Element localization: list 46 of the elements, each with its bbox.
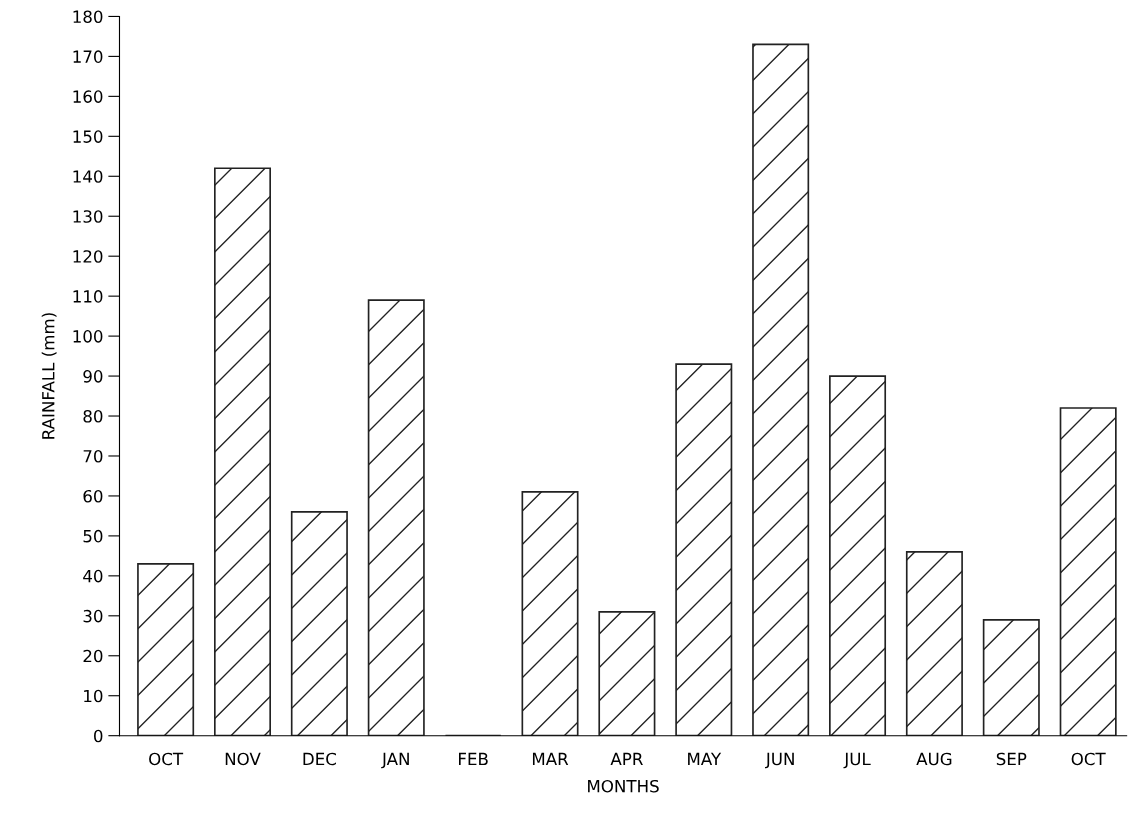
- x-axis-title: MONTHS: [588, 779, 659, 793]
- x-tick-label: FEB: [459, 752, 488, 766]
- bar: [905, 551, 963, 736]
- bar: [290, 511, 348, 736]
- y-tick-label: 150: [73, 130, 103, 143]
- y-tick-label: 70: [83, 449, 103, 463]
- y-tick-label: 80: [83, 409, 103, 423]
- x-tick-label: MAR: [532, 752, 569, 766]
- y-tick-label: 140: [73, 170, 103, 183]
- bar: [367, 299, 425, 736]
- y-axis-title: RAINFALL (mm): [41, 313, 57, 439]
- bar: [137, 563, 195, 736]
- x-tick-label: OCT: [149, 752, 184, 766]
- y-tick-label: 120: [73, 250, 103, 263]
- y-tick-label: 30: [83, 609, 103, 623]
- x-tick-label: AUG: [916, 752, 952, 766]
- bar: [752, 43, 810, 736]
- bar: [829, 375, 887, 736]
- y-tick-label: 50: [83, 529, 103, 543]
- bar: [598, 610, 656, 736]
- y-tick-label: 130: [73, 210, 103, 223]
- x-tick-label: SEP: [996, 752, 1027, 766]
- bar: [521, 491, 579, 736]
- y-tick-label: 90: [83, 370, 103, 383]
- x-tick-label: OCT: [1071, 752, 1106, 766]
- y-tick-label: 40: [83, 569, 103, 583]
- y-tick-label: 180: [73, 10, 103, 24]
- x-tick-label: JAN: [381, 752, 409, 769]
- bar: [213, 167, 272, 736]
- x-tick-label: JUL: [843, 752, 871, 769]
- x-tick-label: NOV: [225, 752, 261, 766]
- bar: [1059, 407, 1117, 736]
- y-tick-label: 160: [73, 90, 103, 103]
- y-tick-label: 110: [73, 290, 103, 303]
- y-tick-label: 170: [73, 50, 103, 63]
- y-tick-label: 10: [84, 689, 103, 703]
- bar: [675, 363, 733, 736]
- x-tick-label: DEC: [303, 752, 336, 766]
- x-tick-label: MAY: [688, 752, 722, 766]
- y-tick-label: 0: [94, 729, 103, 743]
- x-tick-label: APR: [610, 752, 643, 766]
- y-tick-label: 20: [83, 649, 103, 663]
- x-tick-label: JUN: [765, 752, 794, 769]
- y-tick-label: 100: [73, 330, 103, 343]
- bar: [982, 618, 1040, 736]
- y-tick-label: 60: [83, 489, 103, 503]
